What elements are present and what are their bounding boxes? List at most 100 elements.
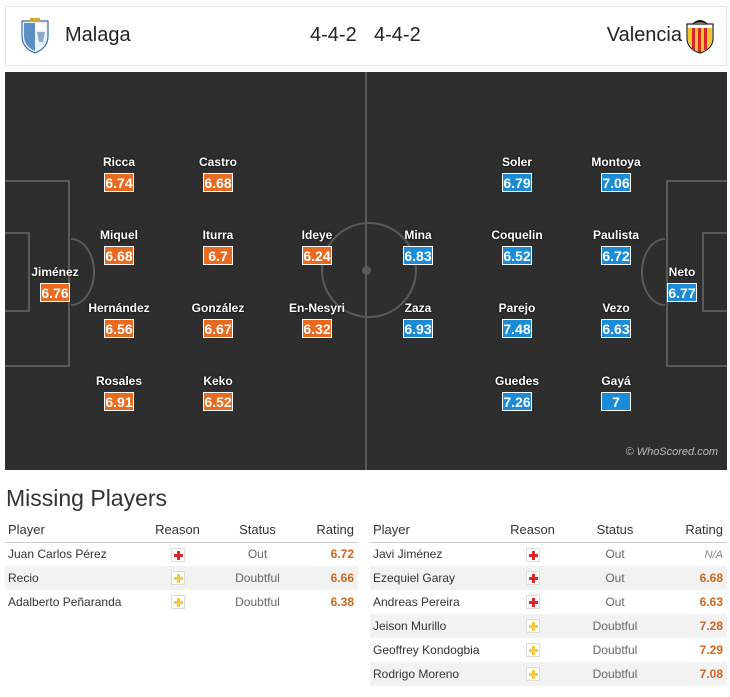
player-rating: 7.26 — [502, 392, 532, 411]
home-player[interactable]: Miquel 6.68 — [79, 228, 159, 266]
player-rating: 6.91 — [104, 392, 134, 411]
player-link[interactable]: Recio — [5, 566, 140, 590]
col-rating: Rating — [300, 518, 358, 543]
rating-value: 6.38 — [330, 595, 354, 609]
away-player[interactable]: Guedes 7.26 — [477, 374, 557, 412]
player-name: Ideye — [301, 228, 333, 242]
rating-value: N/A — [704, 549, 723, 562]
away-player[interactable]: Vezo 6.63 — [576, 301, 656, 339]
home-player[interactable]: Jiménez 6.76 — [15, 265, 95, 303]
rating-value: 7.29 — [699, 643, 723, 657]
table-row: Javi Jiménez Out N/A — [370, 542, 727, 566]
player-link[interactable]: Juan Carlos Pérez — [8, 547, 107, 562]
rating-value: 6.72 — [330, 547, 354, 562]
injury-icon — [525, 595, 540, 610]
table-row: Juan Carlos Pérez Out 6.72 — [5, 542, 358, 566]
player-name: Soler — [501, 155, 532, 169]
home-player[interactable]: En-Nesyri 6.32 — [277, 301, 357, 339]
player-rating: 6.93 — [403, 319, 433, 338]
home-team-name[interactable]: Malaga — [65, 24, 131, 46]
away-penalty-area — [666, 180, 727, 367]
rating-value: 7.08 — [660, 662, 727, 686]
player-rating: 6.7 — [203, 246, 233, 265]
rating-value: 6.63 — [699, 595, 723, 609]
player-name: Castro — [198, 155, 237, 169]
col-reason: Reason — [495, 518, 570, 543]
doubtful-icon — [170, 571, 185, 586]
player-link[interactable]: Javi Jiménez — [373, 547, 443, 562]
away-player[interactable]: Mina 6.83 — [378, 228, 458, 266]
away-player[interactable]: Coquelin 6.52 — [477, 228, 557, 266]
player-name: Parejo — [498, 301, 536, 315]
away-player[interactable]: Gayá 7 — [576, 374, 656, 412]
player-rating: 6.68 — [203, 173, 233, 192]
malaga-crest-icon[interactable] — [18, 18, 52, 54]
status-text: Doubtful — [592, 643, 638, 657]
away-player[interactable]: Montoya 7.06 — [576, 155, 656, 193]
player-name: González — [191, 301, 245, 315]
col-reason: Reason — [140, 518, 215, 543]
col-player: Player — [5, 518, 140, 543]
away-player[interactable]: Paulista 6.72 — [576, 228, 656, 266]
away-player[interactable]: Zaza 6.93 — [378, 301, 458, 339]
home-player[interactable]: Iturra 6.7 — [178, 228, 258, 266]
home-player[interactable]: Ricca 6.74 — [79, 155, 159, 193]
away-formation: 4-4-2 — [374, 24, 421, 46]
home-penalty-area — [5, 180, 70, 367]
injury-icon — [170, 547, 185, 562]
player-rating: 6.56 — [104, 319, 134, 338]
home-player[interactable]: Rosales 6.91 — [79, 374, 159, 412]
player-link[interactable]: Ezequiel Garay — [370, 566, 495, 590]
player-name: Miquel — [100, 228, 138, 242]
home-player[interactable]: Keko 6.52 — [178, 374, 258, 412]
player-rating: 6.32 — [302, 319, 332, 338]
player-rating: 6.67 — [203, 319, 233, 338]
player-name: Zaza — [404, 301, 432, 315]
player-rating: 6.79 — [502, 173, 532, 192]
player-link[interactable]: Geoffrey Kondogbia — [373, 643, 480, 657]
player-link[interactable]: Rodrigo Moreno — [370, 662, 495, 686]
player-name: Keko — [203, 374, 233, 388]
player-name: Rosales — [95, 374, 143, 388]
player-rating: 6.24 — [302, 246, 332, 265]
home-player[interactable]: Ideye 6.24 — [277, 228, 357, 266]
player-link[interactable]: Jeison Murillo — [370, 614, 495, 638]
player-link[interactable]: Adalberto Peñaranda — [8, 595, 122, 609]
away-team-name[interactable]: Valencia — [606, 24, 682, 46]
doubtful-icon — [525, 667, 540, 682]
table-row: Ezequiel Garay Out 6.68 — [370, 566, 727, 590]
status-text: Doubtful — [570, 662, 660, 686]
table-row: Recio Doubtful 6.66 — [5, 566, 358, 590]
match-header: Malaga 4-4-2 4-4-2 Valencia — [5, 6, 727, 66]
home-missing-table: Player Reason Status Rating Juan Carlos … — [5, 518, 358, 614]
home-player[interactable]: Castro 6.68 — [178, 155, 258, 193]
player-rating: 6.83 — [403, 246, 433, 265]
status-text: Doubtful — [570, 614, 660, 638]
valencia-crest-icon[interactable] — [683, 18, 717, 54]
player-rating: 6.72 — [601, 246, 631, 265]
rating-value: 7.28 — [660, 614, 727, 638]
player-name: Iturra — [202, 228, 234, 242]
injury-icon — [525, 547, 540, 562]
status-text: Out — [570, 566, 660, 590]
away-player[interactable]: Soler 6.79 — [477, 155, 557, 193]
col-status: Status — [215, 518, 300, 543]
player-rating: 6.63 — [601, 319, 631, 338]
status-text: Out — [605, 547, 625, 562]
table-row: Geoffrey Kondogbia Doubtful 7.29 — [370, 638, 727, 662]
missing-players-title: Missing Players — [6, 485, 168, 511]
player-name: Vezo — [602, 301, 630, 315]
col-rating: Rating — [660, 518, 727, 543]
home-player[interactable]: González 6.67 — [178, 301, 258, 339]
col-status: Status — [570, 518, 660, 543]
away-player[interactable]: Parejo 7.48 — [477, 301, 557, 339]
away-player[interactable]: Neto 6.77 — [642, 265, 722, 303]
player-rating: 6.52 — [502, 246, 532, 265]
col-player: Player — [370, 518, 495, 543]
player-name: Coquelin — [491, 228, 543, 242]
player-name: Hernández — [88, 301, 150, 315]
player-link[interactable]: Andreas Pereira — [373, 595, 460, 609]
player-name: Paulista — [592, 228, 640, 242]
home-player[interactable]: Hernández 6.56 — [79, 301, 159, 339]
player-rating: 6.77 — [667, 283, 697, 302]
